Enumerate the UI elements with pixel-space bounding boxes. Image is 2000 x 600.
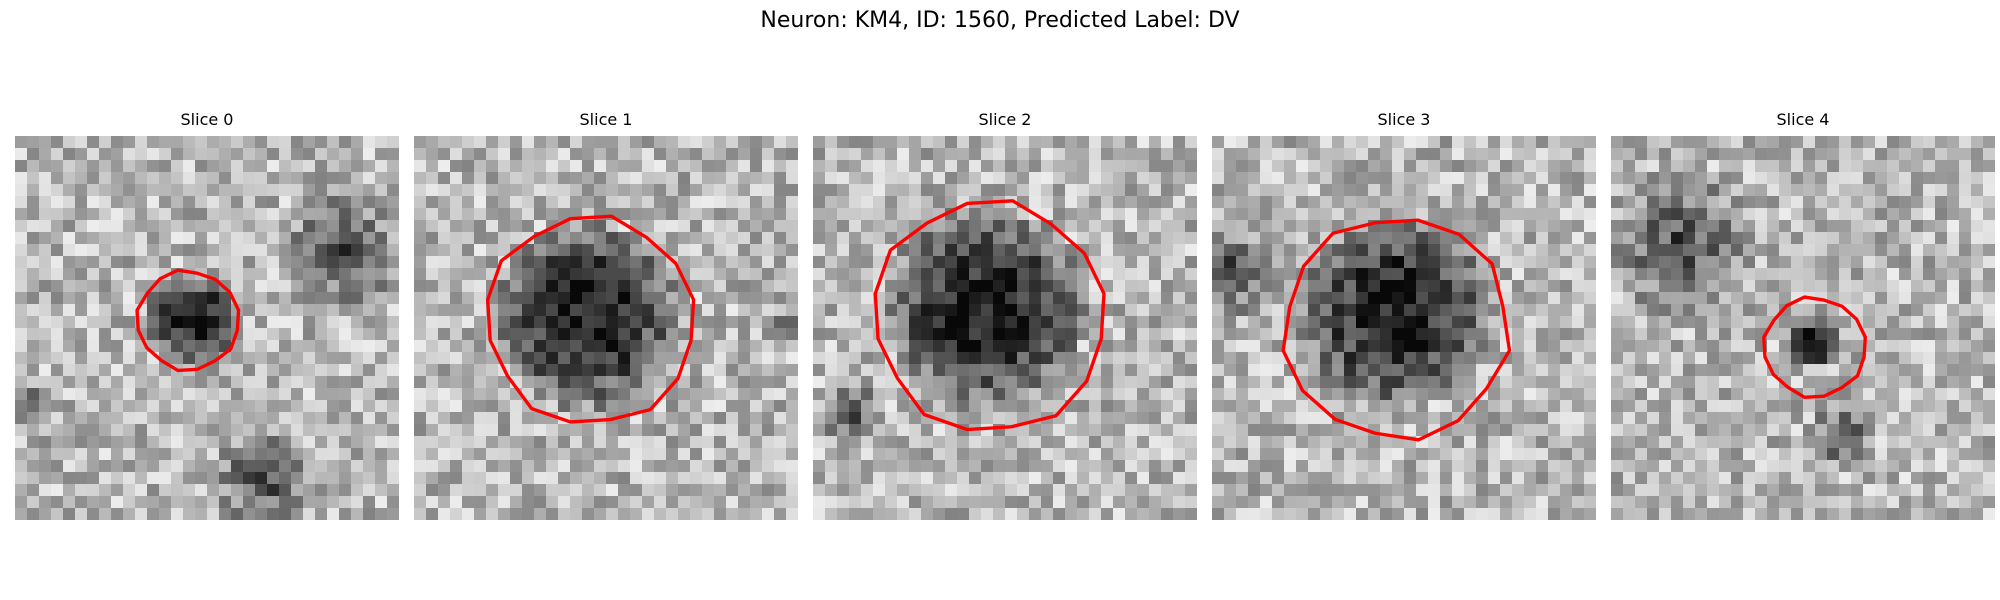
slice-title: Slice 4 xyxy=(1776,110,1830,129)
slice-image xyxy=(1212,136,1596,520)
slice-title: Slice 0 xyxy=(180,110,234,129)
cell-contour xyxy=(1762,295,1867,400)
slice-title: Slice 3 xyxy=(1377,110,1431,129)
slice-panel-1: Slice 1 xyxy=(414,108,798,520)
slice-image xyxy=(1611,136,1995,520)
slice-image xyxy=(414,136,798,520)
slice-panel-2: Slice 2 xyxy=(813,108,1197,520)
slice-title: Slice 2 xyxy=(978,110,1032,129)
slice-panel-3: Slice 3 xyxy=(1212,108,1596,520)
slice-image xyxy=(15,136,399,520)
slice-panel-0: Slice 0 xyxy=(15,108,399,520)
slice-title: Slice 1 xyxy=(579,110,633,129)
cell-contour xyxy=(1281,218,1512,442)
slice-image xyxy=(813,136,1197,520)
slice-panel-4: Slice 4 xyxy=(1611,108,1995,520)
cell-contour xyxy=(873,199,1106,432)
figure-title: Neuron: KM4, ID: 1560, Predicted Label: … xyxy=(760,8,1240,33)
cell-contour xyxy=(485,214,696,424)
cell-contour xyxy=(135,268,241,373)
